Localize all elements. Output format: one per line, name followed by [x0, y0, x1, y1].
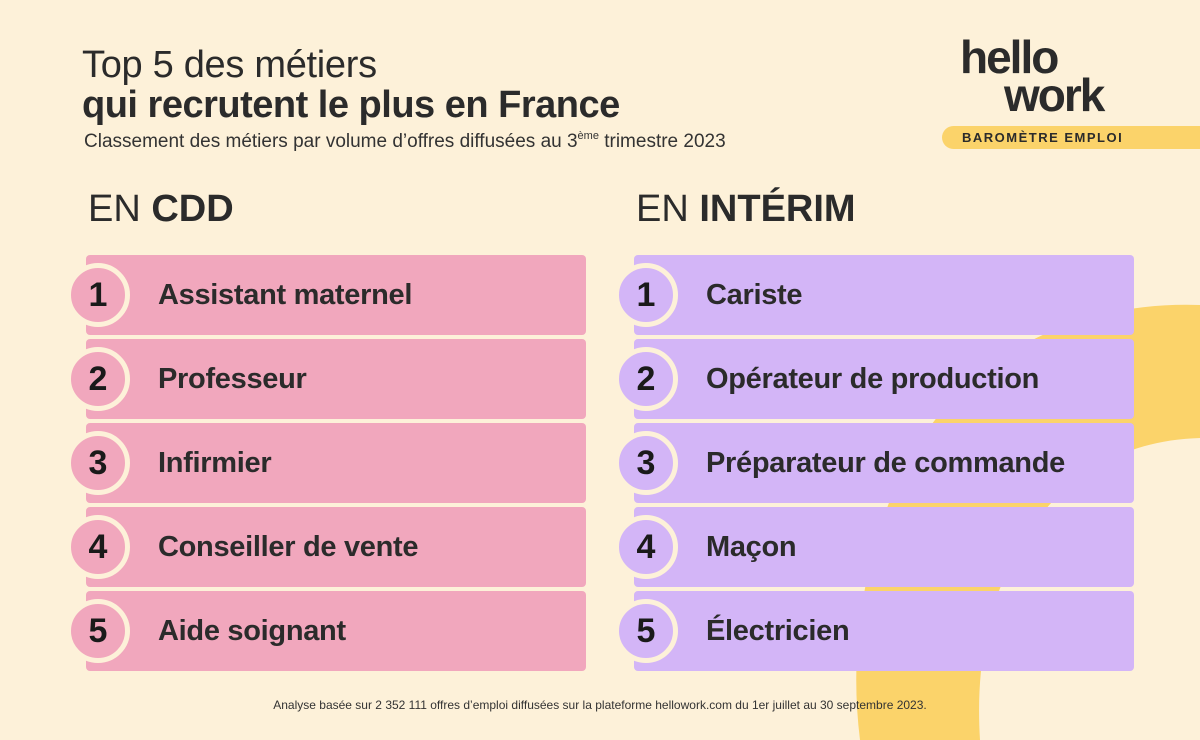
job-label: Cariste [706, 279, 803, 311]
cdd-heading: EN CDD [88, 188, 234, 230]
job-label: Préparateur de commande [706, 447, 1065, 479]
cdd-bar [86, 255, 586, 335]
job-label: Électricien [706, 615, 850, 647]
rank-badge: 5 [66, 599, 130, 663]
job-label: Opérateur de production [706, 363, 1040, 395]
cdd-bar [86, 339, 586, 419]
job-label: Professeur [158, 363, 307, 395]
list-item: 5 Électricien [614, 591, 1134, 673]
list-item: 4 Maçon [614, 507, 1134, 589]
list-item: 5 Aide soignant [66, 591, 586, 673]
interim-list: 1 Cariste 2 Opérateur de production 3 Pr… [614, 255, 1134, 675]
interim-bar [634, 423, 1134, 503]
list-item: 1 Cariste [614, 255, 1134, 337]
cdd-bar [86, 507, 586, 587]
job-label: Maçon [706, 531, 797, 563]
rank-badge: 4 [614, 515, 678, 579]
rank-badge: 3 [614, 431, 678, 495]
rank-badge: 1 [614, 263, 678, 327]
interim-bar [634, 339, 1134, 419]
logo-line2: work [1004, 69, 1105, 121]
page-title-line1: Top 5 des métiers [82, 44, 377, 86]
job-label: Infirmier [158, 447, 272, 479]
hellowork-logo: hello work [960, 31, 1118, 118]
job-label: Assistant maternel [158, 279, 413, 311]
rank-badge: 3 [66, 431, 130, 495]
interim-bar [634, 507, 1134, 587]
rank-badge: 2 [66, 347, 130, 411]
footnote: Analyse basée sur 2 352 111 offres d’emp… [273, 698, 927, 712]
list-item: 3 Infirmier [66, 423, 586, 505]
logo-line1: hello [960, 31, 1059, 83]
page-title-line2: qui recrutent le plus en France [82, 84, 620, 126]
cdd-list: 1 Assistant maternel 2 Professeur 3 Infi… [66, 255, 586, 675]
interim-bar [634, 255, 1134, 335]
rank-badge: 5 [614, 599, 678, 663]
rank-badge: 4 [66, 515, 130, 579]
list-item: 2 Professeur [66, 339, 586, 421]
job-label: Aide soignant [158, 615, 346, 647]
interim-bar [634, 591, 1134, 671]
list-item: 3 Préparateur de commande [614, 423, 1134, 505]
interim-heading: EN INTÉRIM [636, 188, 856, 230]
cdd-bar [86, 591, 586, 671]
list-item: 4 Conseiller de vente [66, 507, 586, 589]
cdd-bar [86, 423, 586, 503]
rank-badge: 2 [614, 347, 678, 411]
job-label: Conseiller de vente [158, 531, 419, 563]
list-item: 2 Opérateur de production [614, 339, 1134, 421]
barometre-badge: BAROMÈTRE EMPLOI [942, 126, 1200, 149]
rank-badge: 1 [66, 263, 130, 327]
page-subtitle: Classement des métiers par volume d’offr… [84, 130, 726, 152]
list-item: 1 Assistant maternel [66, 255, 586, 337]
